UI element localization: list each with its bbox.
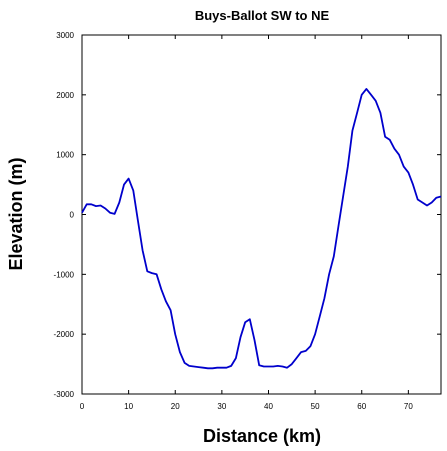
y-tick-label: 2000	[56, 91, 74, 100]
y-tick-label: 0	[70, 211, 75, 220]
chart-title: Buys-Ballot SW to NE	[195, 8, 330, 23]
y-tick-label: -1000	[54, 270, 75, 279]
y-tick-label: 3000	[56, 31, 74, 40]
x-tick-label: 40	[264, 402, 273, 411]
x-tick-label: 70	[404, 402, 413, 411]
x-tick-label: 20	[171, 402, 180, 411]
y-tick-label: 1000	[56, 151, 74, 160]
x-axis-label: Distance (km)	[203, 426, 321, 446]
y-axis: -3000 -2000 -1000 0 1000 2000 3000	[54, 31, 441, 399]
x-tick-label: 30	[217, 402, 226, 411]
plot-area-frame	[81, 34, 442, 395]
y-tick-label: -2000	[54, 330, 75, 339]
x-axis: 0 10 20 30 40 50 60 70	[80, 35, 413, 411]
x-tick-label: 10	[124, 402, 133, 411]
x-tick-label: 60	[357, 402, 366, 411]
elevation-profile-line	[81, 88, 442, 370]
y-tick-label: -3000	[54, 390, 75, 399]
y-axis-label: Elevation (m)	[6, 157, 26, 270]
x-tick-label: 0	[80, 402, 85, 411]
x-tick-label: 50	[311, 402, 320, 411]
